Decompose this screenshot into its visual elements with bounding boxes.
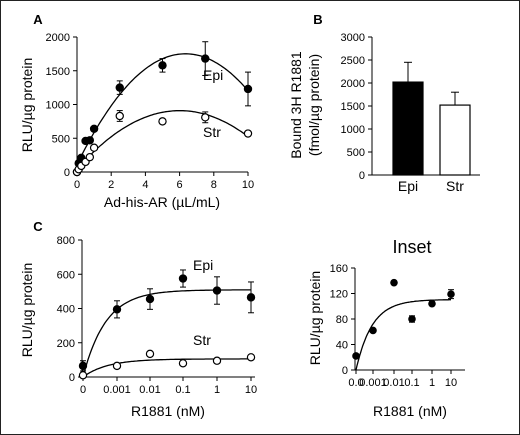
y-tick-label: 120 bbox=[330, 289, 348, 301]
data-point bbox=[178, 274, 188, 283]
x-tick-label: 0.01 bbox=[383, 377, 404, 389]
x-tick-label: 0 bbox=[74, 179, 80, 191]
y-axis-label: Bound 3H R1881 bbox=[288, 51, 304, 159]
data-point bbox=[246, 293, 256, 302]
y-tick-label: 0 bbox=[342, 365, 348, 377]
x-tick-label: 0 bbox=[80, 384, 86, 396]
data-point bbox=[201, 113, 210, 122]
x-axis-label: R1881 (nM) bbox=[373, 403, 447, 419]
y-tick-label: 1500 bbox=[46, 66, 70, 78]
x-tick-label: 1 bbox=[214, 384, 220, 396]
panel-label: A bbox=[33, 12, 43, 27]
series-label: Epi bbox=[193, 257, 213, 273]
data-point bbox=[158, 61, 167, 70]
y-tick-label: 1000 bbox=[341, 124, 365, 136]
y-axis-label: RLU/µg protein bbox=[19, 58, 35, 152]
fit-curve-1 bbox=[76, 110, 249, 170]
data-point bbox=[243, 129, 253, 138]
y-tick-label: 2000 bbox=[46, 32, 70, 44]
data-point bbox=[89, 143, 99, 152]
data-point bbox=[447, 290, 455, 298]
y-tick-label: 600 bbox=[57, 269, 75, 281]
bar-epi bbox=[392, 81, 424, 176]
data-point bbox=[201, 54, 210, 63]
data-point bbox=[145, 349, 155, 359]
data-point bbox=[85, 136, 95, 145]
bar-str bbox=[439, 104, 471, 176]
fit-curve-1 bbox=[82, 358, 251, 378]
x-axis-label: R1881 (nM) bbox=[131, 403, 205, 419]
y-tick-label: 160 bbox=[330, 263, 348, 275]
y-tick-label: 0 bbox=[69, 372, 75, 384]
y-tick-label: 2000 bbox=[341, 78, 365, 90]
fit-curve bbox=[355, 299, 451, 371]
x-tick-label: 0.1 bbox=[404, 377, 419, 389]
x-tick-label: 10 bbox=[445, 377, 457, 389]
x-tick-label: 1 bbox=[429, 377, 435, 389]
x-tick-label: 6 bbox=[177, 179, 183, 191]
fit-curve-0 bbox=[82, 289, 251, 378]
y-tick-label: 2500 bbox=[341, 55, 365, 67]
x-tick-label: 0.001 bbox=[103, 384, 131, 396]
data-point bbox=[352, 352, 360, 360]
data-point bbox=[390, 278, 398, 287]
data-point bbox=[115, 83, 124, 92]
data-point bbox=[78, 371, 88, 380]
x-tick-label: 0.0 bbox=[348, 377, 363, 389]
y-tick-label: 800 bbox=[57, 235, 75, 247]
y-axis-label: (fmol/µg protein) bbox=[306, 54, 322, 156]
x-tick-label: 4 bbox=[142, 179, 148, 191]
y-tick-label: 1000 bbox=[46, 100, 70, 112]
y-tick-label: 80 bbox=[336, 314, 348, 326]
y-tick-label: 1500 bbox=[341, 101, 365, 113]
x-tick-label: 0.1 bbox=[175, 384, 190, 396]
y-tick-label: 40 bbox=[336, 340, 348, 352]
inset-title: Inset bbox=[392, 237, 431, 257]
data-point bbox=[115, 111, 124, 121]
data-point bbox=[145, 294, 155, 304]
x-tick-label: 0.01 bbox=[139, 384, 160, 396]
y-tick-label: 0 bbox=[359, 170, 365, 182]
y-axis-label: RLU/µg protein bbox=[19, 263, 35, 357]
x-axis-label: Ad-his-AR (µL/mL) bbox=[104, 194, 220, 210]
data-point bbox=[408, 315, 416, 323]
x-category-label: Str bbox=[446, 178, 464, 194]
data-point bbox=[158, 117, 167, 126]
y-tick-label: 0 bbox=[64, 167, 70, 179]
x-tick-label: 8 bbox=[211, 179, 217, 191]
data-point bbox=[212, 286, 222, 295]
y-tick-label: 500 bbox=[52, 133, 70, 145]
data-point bbox=[369, 326, 377, 335]
y-tick-label: 400 bbox=[57, 304, 75, 316]
data-point bbox=[85, 152, 95, 162]
data-point bbox=[112, 305, 122, 314]
series-label: Str bbox=[203, 124, 221, 140]
data-point bbox=[212, 356, 222, 365]
y-axis-label: RLU/µg protein bbox=[307, 271, 323, 365]
y-tick-label: 200 bbox=[57, 338, 75, 350]
panel-label: B bbox=[313, 12, 322, 27]
data-point bbox=[112, 361, 122, 371]
panel-label: C bbox=[33, 219, 43, 234]
data-point bbox=[89, 124, 99, 134]
y-tick-label: 500 bbox=[347, 147, 365, 159]
data-point bbox=[178, 359, 188, 368]
data-point bbox=[243, 84, 253, 94]
x-tick-label: 10 bbox=[245, 384, 257, 396]
x-tick-label: 2 bbox=[108, 179, 114, 191]
y-tick-label: 3000 bbox=[341, 32, 365, 44]
series-label: Str bbox=[193, 332, 211, 348]
x-tick-label: 0.001 bbox=[359, 377, 387, 389]
x-category-label: Epi bbox=[398, 178, 418, 194]
series-label: Epi bbox=[203, 67, 223, 83]
data-point bbox=[78, 361, 88, 371]
x-tick-label: 10 bbox=[242, 179, 254, 191]
data-point bbox=[246, 353, 256, 362]
data-point bbox=[428, 299, 436, 308]
